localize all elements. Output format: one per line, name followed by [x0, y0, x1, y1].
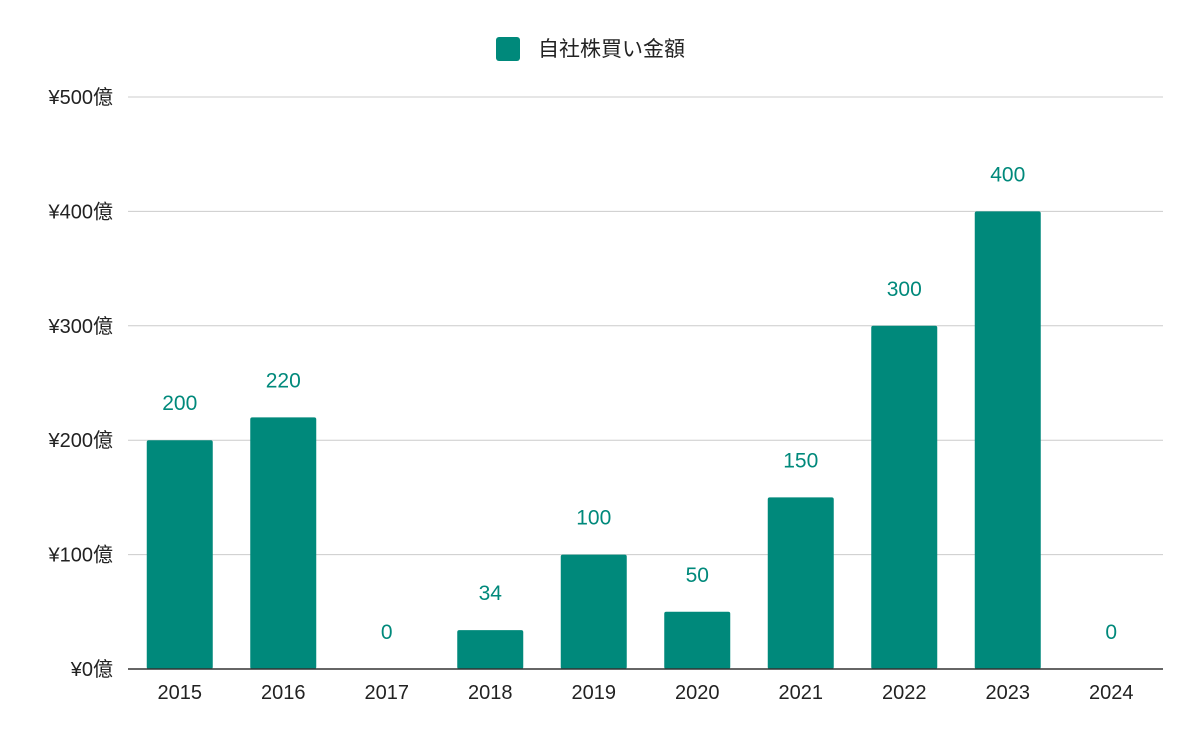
x-tick-label: 2022: [882, 682, 927, 704]
bar-2015: [146, 440, 213, 669]
x-tick-label: 2017: [365, 682, 410, 704]
y-tick-label: ¥300億: [48, 315, 114, 338]
data-label-2021: 150: [783, 449, 818, 472]
bar-2016: [250, 417, 317, 669]
legend: 自社株買い金額: [496, 37, 685, 61]
y-tick-label: ¥0億: [70, 658, 113, 681]
data-labels: 200 220 0 34 100 50 150 300 400 0: [162, 163, 1117, 644]
bar-2021: [767, 497, 834, 669]
data-label-2016: 220: [266, 369, 301, 392]
x-tick-label: 2016: [261, 682, 306, 704]
bars: [146, 211, 1041, 669]
x-tick-label: 2018: [468, 682, 513, 704]
y-axis-tick-labels: ¥0億 ¥100億 ¥200億 ¥300億 ¥400億 ¥500億: [48, 86, 114, 681]
x-tick-label: 2024: [1089, 682, 1134, 704]
data-label-2020: 50: [686, 564, 709, 587]
data-label-2024: 0: [1105, 621, 1117, 644]
x-tick-label: 2020: [675, 682, 720, 704]
bar-2023: [974, 211, 1041, 669]
y-tick-label: ¥400億: [48, 200, 114, 223]
y-tick-label: ¥100億: [48, 544, 114, 567]
x-axis-tick-labels: 2015 2016 2017 2018 2019 2020 2021 2022 2023 2024: [158, 682, 1134, 704]
x-tick-label: 2015: [158, 682, 203, 704]
y-tick-label: ¥200億: [48, 429, 114, 452]
data-label-2023: 400: [990, 163, 1025, 186]
bar-2019: [560, 554, 627, 669]
bar-2020: [664, 611, 731, 669]
legend-swatch: [496, 37, 520, 61]
data-label-2022: 300: [887, 278, 922, 301]
data-label-2019: 100: [576, 507, 611, 530]
data-label-2015: 200: [162, 392, 197, 415]
x-tick-label: 2019: [572, 682, 617, 704]
data-label-2017: 0: [381, 621, 393, 644]
bar-2022: [871, 325, 938, 669]
x-tick-label: 2023: [986, 682, 1031, 704]
bar-2018: [457, 630, 524, 669]
y-tick-label: ¥500億: [48, 86, 114, 109]
data-label-2018: 34: [479, 582, 503, 605]
legend-label: 自社株買い金額: [538, 38, 685, 61]
x-tick-label: 2021: [779, 682, 824, 704]
